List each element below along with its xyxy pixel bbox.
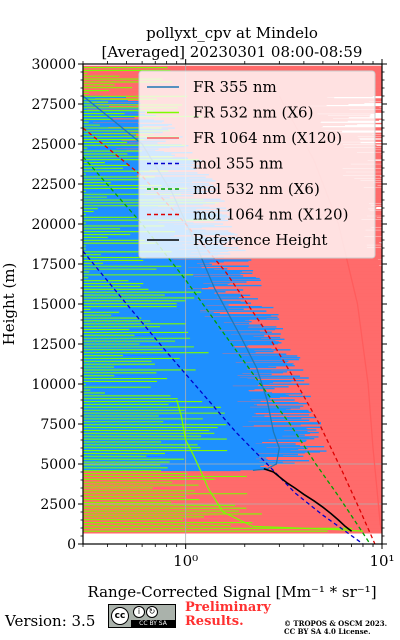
legend-label-6: Reference Height — [193, 231, 327, 249]
x-axis-label: Range-Corrected Signal [Mm⁻¹ * sr⁻¹] — [87, 583, 376, 600]
legend-label-1: FR 532 nm (X6) — [193, 104, 313, 122]
legend-label-2: FR 1064 nm (X120) — [193, 129, 342, 147]
y-tick-label: 12500 — [31, 337, 76, 353]
preliminary-notice: Preliminary Results. — [185, 601, 285, 629]
cc-license-badge[interactable]: cc i ↻ CC BY SA — [108, 604, 176, 628]
version-label: Version: 3.5 — [5, 612, 96, 630]
y-tick-label: 22500 — [31, 177, 76, 193]
y-tick-label: 0 — [67, 537, 76, 553]
legend-box — [138, 70, 376, 259]
y-tick-label: 10000 — [31, 377, 76, 393]
y-tick-label: 25000 — [31, 137, 76, 153]
chart-subtitle: [Averaged] 20230301 08:00-08:59 — [102, 43, 363, 61]
series-line-3 — [83, 250, 364, 544]
y-tick-label: 5000 — [40, 457, 76, 473]
legend-label-4: mol 532 nm (X6) — [193, 180, 320, 198]
series-line-4 — [83, 156, 371, 544]
series-line-1 — [176, 399, 364, 532]
lidar-profile-chart: 0 2500 5000 7500 10000 12500 15000 17500 20000 22… — [0, 24, 395, 600]
legend-label-3: mol 355 nm — [193, 155, 283, 173]
y-tick-label: 2500 — [40, 497, 76, 513]
footer: Version: 3.5 cc i ↻ CC BY SA Preliminary … — [0, 600, 400, 640]
x-tick-label: 10¹ — [369, 552, 394, 570]
sa-icon: ↻ — [146, 606, 158, 618]
y-axis-label: Height (m) — [0, 263, 18, 346]
x-tick-label: 10⁰ — [173, 552, 198, 570]
preliminary-line1: Preliminary — [185, 600, 271, 615]
preliminary-line2: Results. — [185, 614, 244, 629]
legend-label-5: mol 1064 nm (X120) — [193, 206, 348, 224]
cc-logo-icon: cc — [111, 607, 129, 625]
y-tick-label: 15000 — [31, 297, 76, 313]
copyright-notice: © TROPOS & OSCM 2023. CC BY SA 4.0 Licen… — [284, 620, 400, 636]
y-tick-label: 17500 — [31, 257, 76, 273]
cc-license-text: CC BY SA — [131, 620, 175, 627]
series-line-6 — [263, 468, 353, 532]
copyright-line1: © TROPOS & OSCM 2023. — [284, 619, 388, 628]
by-icon: i — [133, 606, 145, 618]
copyright-line2: CC BY SA 4.0 License. — [284, 627, 371, 636]
y-tick-label: 7500 — [40, 417, 76, 433]
legend-label-0: FR 355 nm — [193, 78, 277, 96]
y-tick-label: 27500 — [31, 97, 76, 113]
y-tick-label: 30000 — [31, 57, 76, 73]
cc-attribution-icons: i ↻ — [133, 606, 175, 619]
chart-title: pollyxt_cpv at Mindelo — [146, 24, 318, 42]
y-tick-label: 20000 — [31, 217, 76, 233]
